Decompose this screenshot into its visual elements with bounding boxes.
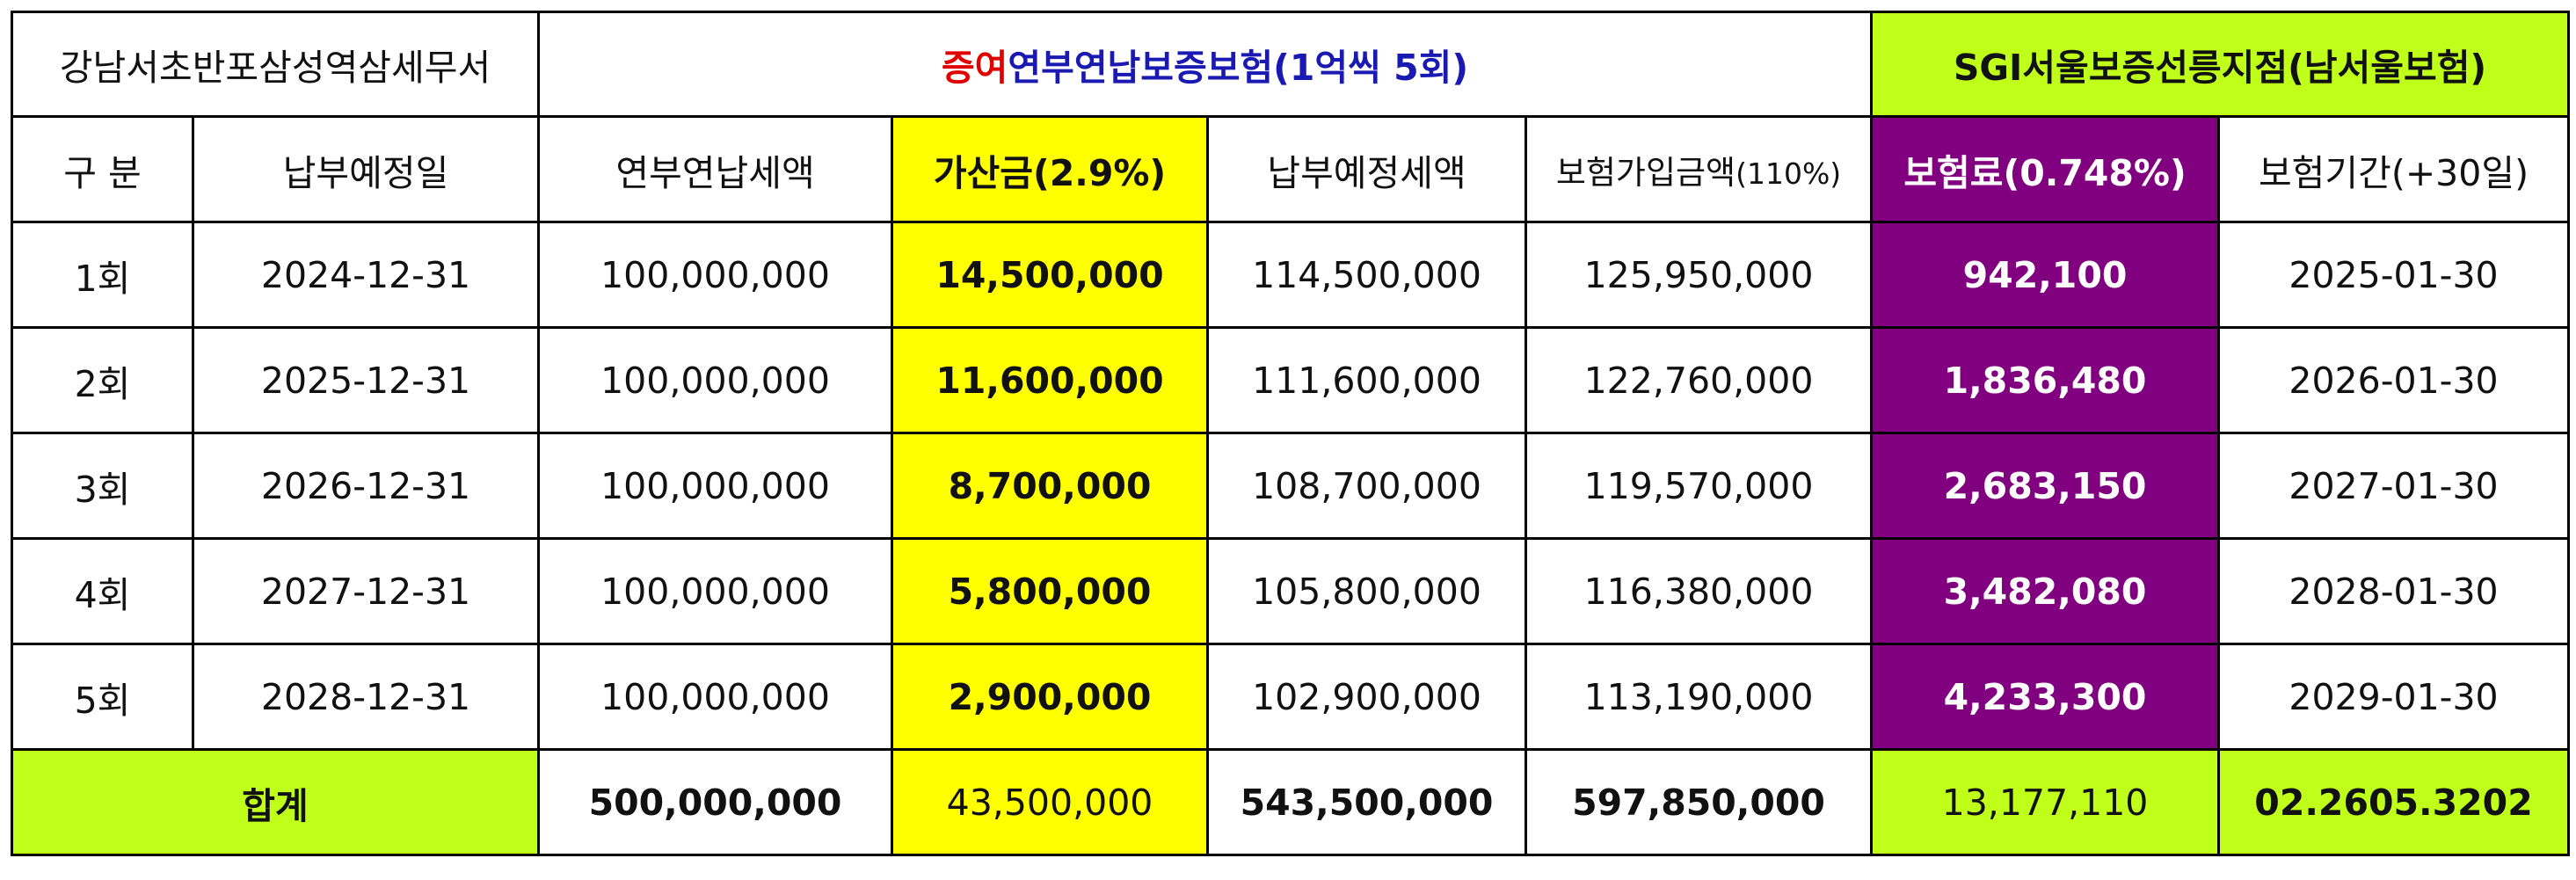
cell-surcharge: 11,600,000 — [891, 326, 1210, 434]
tax-office-title: 강남서초반포삼성역삼세무서 — [10, 11, 541, 118]
cell-round: 5회 — [11, 643, 194, 751]
cell-surcharge: 14,500,000 — [891, 221, 1210, 329]
cell-due-date: 2028-12-31 — [191, 643, 541, 751]
cell-period: 2026-01-30 — [2217, 326, 2571, 434]
header-premium: 보험료(0.748%) — [1870, 115, 2221, 223]
title-row: 강남서초반포삼성역삼세무서 증여연부연납보증보험(1억씩 5회) SGI서울보증… — [10, 11, 2571, 118]
cell-due-date: 2026-12-31 — [191, 432, 541, 540]
agency-phone: 02.2605.3202 — [2217, 748, 2571, 856]
cell-due-tax: 102,900,000 — [1206, 643, 1528, 751]
total-installment: 500,000,000 — [537, 748, 894, 856]
cell-round: 2회 — [11, 326, 194, 434]
cell-period: 2025-01-30 — [2217, 221, 2571, 329]
header-row: 구 분 납부예정일 연부연납세액 가산금(2.9%) 납부예정세액 보험가입금액… — [11, 115, 2571, 223]
header-period: 보험기간(+30일) — [2217, 115, 2571, 223]
header-installment-tax: 연부연납세액 — [537, 115, 894, 223]
cell-insured: 116,380,000 — [1524, 537, 1874, 645]
cell-due-date: 2027-12-31 — [191, 537, 541, 645]
cell-premium: 942,100 — [1870, 221, 2221, 329]
cell-installment: 100,000,000 — [537, 221, 894, 329]
total-row: 합계 500,000,000 43,500,000 543,500,000 59… — [10, 748, 2571, 856]
header-division: 구 분 — [11, 115, 194, 223]
product-title: 증여연부연납보증보험(1억씩 5회) — [537, 11, 1874, 118]
cell-round: 1회 — [11, 221, 194, 329]
cell-installment: 100,000,000 — [537, 326, 894, 434]
cell-premium: 1,836,480 — [1870, 326, 2221, 434]
cell-round: 3회 — [11, 432, 194, 540]
header-insured-pct: (110%) — [1736, 156, 1842, 191]
cell-surcharge: 5,800,000 — [891, 537, 1210, 645]
table-row: 2회 2025-12-31 100,000,000 11,600,000 111… — [11, 326, 2571, 434]
table-row: 1회 2024-12-31 100,000,000 14,500,000 114… — [11, 221, 2571, 329]
table-row: 5회 2028-12-31 100,000,000 2,900,000 102,… — [11, 643, 2571, 751]
product-title-gift: 증여 — [941, 47, 1008, 89]
cell-premium: 4,233,300 — [1870, 643, 2221, 751]
header-due-date: 납부예정일 — [191, 115, 541, 223]
header-insured-main: 보험가입금액 — [1555, 153, 1736, 192]
cell-due-tax: 111,600,000 — [1206, 326, 1528, 434]
cell-installment: 100,000,000 — [537, 432, 894, 540]
cell-insured: 119,570,000 — [1524, 432, 1874, 540]
cell-round: 4회 — [11, 537, 194, 645]
header-period-main: 보험기간 — [2258, 151, 2391, 194]
header-insured-amount: 보험가입금액(110%) — [1524, 115, 1874, 223]
cell-due-date: 2024-12-31 — [191, 221, 541, 329]
cell-premium: 2,683,150 — [1870, 432, 2221, 540]
total-premium: 13,177,110 — [1870, 748, 2221, 856]
cell-insured: 122,760,000 — [1524, 326, 1874, 434]
total-surcharge: 43,500,000 — [891, 748, 1210, 856]
header-surcharge: 가산금(2.9%) — [891, 115, 1210, 223]
cell-surcharge: 2,900,000 — [891, 643, 1210, 751]
installment-insurance-table: 강남서초반포삼성역삼세무서 증여연부연납보증보험(1억씩 5회) SGI서울보증… — [10, 11, 2571, 856]
total-insured: 597,850,000 — [1524, 748, 1874, 856]
cell-installment: 100,000,000 — [537, 643, 894, 751]
cell-due-tax: 105,800,000 — [1206, 537, 1528, 645]
cell-period: 2028-01-30 — [2217, 537, 2571, 645]
table-row: 4회 2027-12-31 100,000,000 5,800,000 105,… — [11, 537, 2571, 645]
cell-surcharge: 8,700,000 — [891, 432, 1210, 540]
header-period-extra: (+30일) — [2390, 151, 2529, 194]
cell-installment: 100,000,000 — [537, 537, 894, 645]
agency-title: SGI서울보증선릉지점(남서울보험) — [1870, 11, 2571, 118]
header-due-tax: 납부예정세액 — [1206, 115, 1528, 223]
cell-premium: 3,482,080 — [1870, 537, 2221, 645]
cell-due-tax: 114,500,000 — [1206, 221, 1528, 329]
table-row: 3회 2026-12-31 100,000,000 8,700,000 108,… — [11, 432, 2571, 540]
cell-period: 2029-01-30 — [2217, 643, 2571, 751]
cell-period: 2027-01-30 — [2217, 432, 2571, 540]
cell-due-tax: 108,700,000 — [1206, 432, 1528, 540]
product-title-insurance: 연부연납보증보험(1억씩 5회) — [1008, 47, 1469, 89]
cell-insured: 125,950,000 — [1524, 221, 1874, 329]
cell-due-date: 2025-12-31 — [191, 326, 541, 434]
total-label: 합계 — [10, 748, 541, 856]
total-due-tax: 543,500,000 — [1206, 748, 1528, 856]
cell-insured: 113,190,000 — [1524, 643, 1874, 751]
